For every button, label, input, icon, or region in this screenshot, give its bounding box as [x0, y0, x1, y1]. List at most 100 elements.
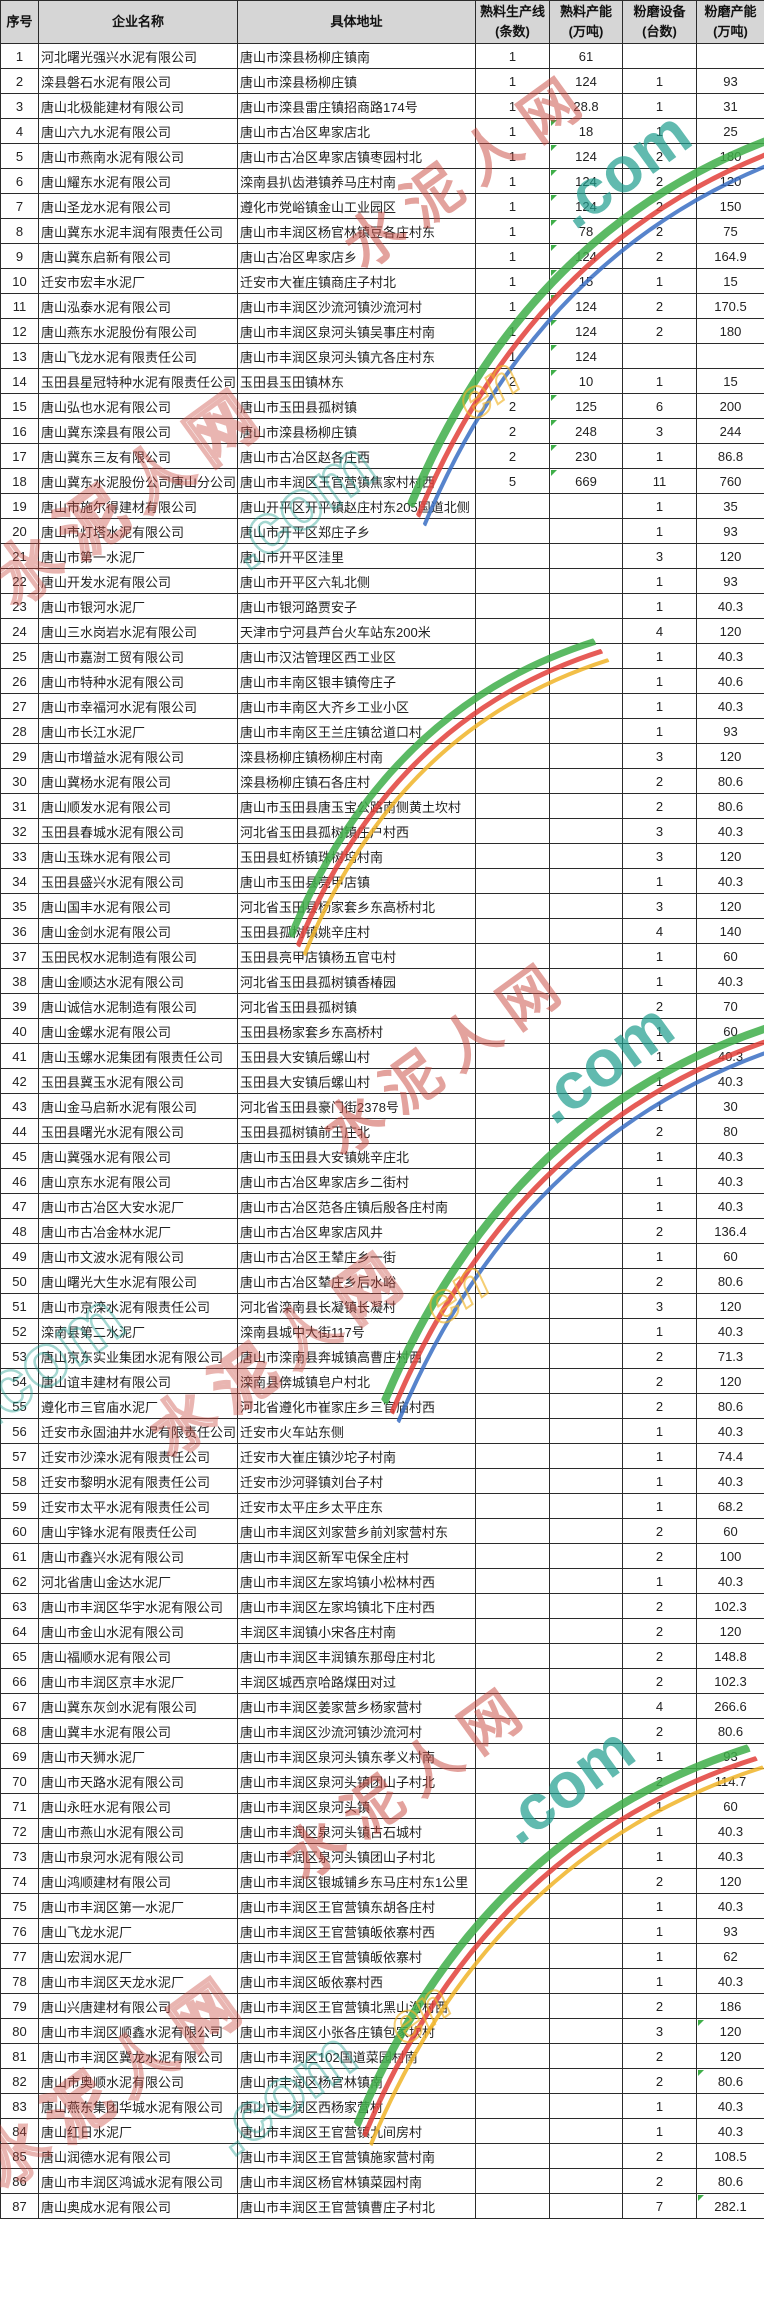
- table-row: 27 唐山市幸福河水泥有限公司 唐山市丰南区大齐乡工业小区 1 40.3: [0, 693, 764, 719]
- cell-address: 滦南县扒齿港镇养马庄村南: [237, 168, 476, 194]
- cell-clinker: [549, 1468, 623, 1494]
- cell-address: 滦县杨柳庄镇杨柳庄村南: [237, 743, 476, 769]
- cell-clinker: 124: [549, 68, 623, 94]
- cell-grinding: 120: [696, 1368, 764, 1394]
- table-row: 37 玉田民权水泥制造有限公司 玉田县亮甲店镇杨五官屯村 1 60: [0, 943, 764, 969]
- cell-clinker: [549, 1518, 623, 1544]
- table-row: 42 玉田县冀玉水泥有限公司 玉田县大安镇后螺山村 1 40.3: [0, 1068, 764, 1094]
- cell-address: 河北省玉田县孤树镇庄户村西: [237, 818, 476, 844]
- cell-name: 唐山冀杨水泥有限公司: [38, 768, 238, 794]
- cell-name: 唐山曙光大生水泥有限公司: [38, 1268, 238, 1294]
- cell-clinker: 18: [549, 118, 623, 144]
- cell-name: 唐山泓泰水泥有限公司: [38, 293, 238, 319]
- table-row: 72 唐山市燕山水泥有限公司 唐山市丰润区泉河头镇古石城村 1 40.3: [0, 1818, 764, 1844]
- cell-address: 唐山市丰润区新军屯保全庄村: [237, 1543, 476, 1569]
- cell-address: 唐山市古冶区卑家店镇枣园村北: [237, 143, 476, 169]
- table-row: 15 唐山弘也水泥有限公司 唐山市玉田县孤树镇 2 125 6 200: [0, 393, 764, 419]
- cell-lines: [475, 1118, 550, 1144]
- cell-lines: [475, 1793, 550, 1819]
- cell-grinding: 40.3: [696, 1818, 764, 1844]
- cell-clinker: 248: [549, 418, 623, 444]
- cell-lines: [475, 1443, 550, 1469]
- cell-name: 唐山市幸福河水泥有限公司: [38, 693, 238, 719]
- cell-clinker: [549, 593, 623, 619]
- table-row: 61 唐山市鑫兴水泥有限公司 唐山市丰润区新军屯保全庄村 2 100: [0, 1543, 764, 1569]
- cell-address: 唐山市丰润区西杨家营村: [237, 2093, 476, 2119]
- cell-lines: 1: [475, 168, 550, 194]
- cell-mills: 2: [622, 1393, 697, 1419]
- cell-grinding: 164.9: [696, 243, 764, 269]
- cell-lines: 1: [475, 243, 550, 269]
- cell-mills: 2: [622, 193, 697, 219]
- cell-grinding: 93: [696, 718, 764, 744]
- header-cell-no: 序号: [0, 0, 39, 44]
- cell-grinding: 80.6: [696, 2168, 764, 2194]
- cell-address: 玉田县玉田镇林东: [237, 368, 476, 394]
- cell-name: 唐山宏润水泥厂: [38, 1943, 238, 1969]
- table-row: 21 唐山市第一水泥厂 唐山市开平区洼里 3 120: [0, 543, 764, 569]
- cell-lines: [475, 993, 550, 1019]
- cell-no: 51: [0, 1293, 39, 1319]
- cell-clinker: [549, 1643, 623, 1669]
- table-body: 1 河北曙光强兴水泥有限公司 唐山市滦县杨柳庄镇南 1 61 2 滦县磐石水泥有限公司 唐山市…: [0, 43, 764, 2219]
- cell-mills: 4: [622, 1693, 697, 1719]
- cell-no: 42: [0, 1068, 39, 1094]
- cell-grinding: [696, 43, 764, 69]
- cell-mills: 1: [622, 1193, 697, 1219]
- cell-grinding: 60: [696, 1018, 764, 1044]
- cell-no: 39: [0, 993, 39, 1019]
- cell-clinker: [549, 2143, 623, 2169]
- cell-lines: 1: [475, 318, 550, 344]
- cell-address: 唐山市古冶区范各庄镇后殷各庄村南: [237, 1193, 476, 1219]
- cell-grinding: 70: [696, 993, 764, 1019]
- cell-grinding: 120: [696, 618, 764, 644]
- cell-name: 迁安市太平水泥有限责任公司: [38, 1493, 238, 1519]
- cell-mills: 1: [622, 493, 697, 519]
- cell-address: 唐山市丰南区大齐乡工业小区: [237, 693, 476, 719]
- cell-no: 7: [0, 193, 39, 219]
- table-row: 80 唐山市丰润区顺鑫水泥有限公司 唐山市丰润区小张各庄镇包家坎村 3 120: [0, 2018, 764, 2044]
- cell-grinding: 102.3: [696, 1593, 764, 1619]
- table-row: 71 唐山永旺水泥有限公司 唐山市丰润区泉河头镇 1 60: [0, 1793, 764, 1819]
- cell-no: 49: [0, 1243, 39, 1269]
- cell-no: 57: [0, 1443, 39, 1469]
- cell-clinker: [549, 493, 623, 519]
- table-row: 56 迁安市永固油井水泥有限责任公司 迁安市火车站东侧 1 40.3: [0, 1418, 764, 1444]
- cell-address: 唐山市丰润区刘家营乡前刘家营村东: [237, 1518, 476, 1544]
- cell-lines: [475, 2068, 550, 2094]
- cell-grinding: 40.3: [696, 1143, 764, 1169]
- cell-name: 唐山六九水泥有限公司: [38, 118, 238, 144]
- cell-clinker: [549, 1918, 623, 1944]
- table-row: 48 唐山市古冶金林水泥厂 唐山市古冶区卑家店风井 2 136.4: [0, 1218, 764, 1244]
- cell-no: 35: [0, 893, 39, 919]
- cell-name: 玉田县曙光水泥有限公司: [38, 1118, 238, 1144]
- cell-name: 唐山国丰水泥有限公司: [38, 893, 238, 919]
- cell-lines: 2: [475, 393, 550, 419]
- cell-clinker: [549, 2118, 623, 2144]
- cell-name: 迁安市宏丰水泥厂: [38, 268, 238, 294]
- cell-grinding: 80.6: [696, 793, 764, 819]
- cell-name: 迁安市永固油井水泥有限责任公司: [38, 1418, 238, 1444]
- cell-lines: [475, 1318, 550, 1344]
- table-row: 26 唐山市特种水泥有限公司 唐山市丰南区银丰镇侉庄子 1 40.6: [0, 668, 764, 694]
- cell-lines: 1: [475, 343, 550, 369]
- table-row: 16 唐山冀东滦县有限公司 唐山市滦县杨柳庄镇 2 248 3 244: [0, 418, 764, 444]
- cell-no: 10: [0, 268, 39, 294]
- cell-mills: 1: [622, 2118, 697, 2144]
- cell-clinker: [549, 718, 623, 744]
- cell-name: 唐山红日水泥厂: [38, 2118, 238, 2144]
- cell-grinding: 120: [696, 843, 764, 869]
- cell-mills: 1: [622, 1818, 697, 1844]
- cell-lines: [475, 843, 550, 869]
- cell-mills: 1: [622, 718, 697, 744]
- cell-address: 玉田县大安镇后螺山村: [237, 1068, 476, 1094]
- cell-clinker: [549, 1693, 623, 1719]
- cell-grinding: 40.3: [696, 818, 764, 844]
- cell-no: 32: [0, 818, 39, 844]
- cell-address: 唐山市丰润区王官营镇焦家村村西: [237, 468, 476, 494]
- cell-grinding: 136.4: [696, 1218, 764, 1244]
- cell-address: 滦南县倴城镇皂户村北: [237, 1368, 476, 1394]
- cell-clinker: 230: [549, 443, 623, 469]
- table-row: 34 玉田县盛兴水泥有限公司 唐山市玉田县亮甲店镇 1 40.3: [0, 868, 764, 894]
